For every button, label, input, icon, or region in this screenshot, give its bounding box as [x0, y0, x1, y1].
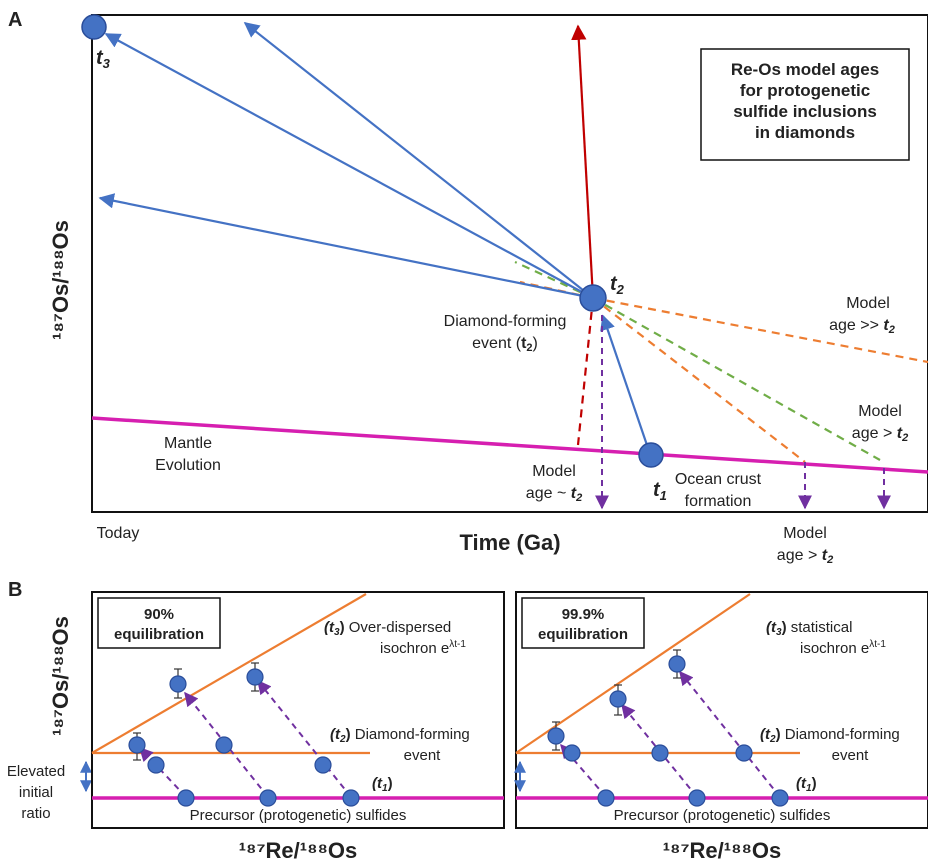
diamond-event-label-2: event (t2): [472, 335, 538, 354]
right-point-t1-2: [688, 789, 706, 807]
ocean-crust-label-2: formation: [685, 493, 752, 510]
title-box-line-3: sulfide inclusions: [733, 102, 877, 121]
label-t3: t3: [96, 47, 111, 71]
title-box-line-2: for protogenetic: [740, 81, 870, 100]
model-age-gt-bottom-1: Model: [783, 525, 827, 542]
model-age-gt-right-1: Model: [858, 403, 902, 420]
left-point-t1-3: [342, 789, 360, 807]
right-point-t3-3: [668, 655, 686, 673]
mantle-label-2: Evolution: [155, 457, 221, 474]
point-t2: [579, 284, 607, 312]
model-age-dashed-orange-1: [592, 296, 928, 364]
right-t3-label-2: isochron eλt-1: [800, 639, 886, 657]
evolution-arrow-red: [571, 24, 595, 299]
right-t1-label: (t1): [796, 775, 817, 794]
left-t2-label-2: event: [404, 747, 442, 764]
left-point-t2-2: [215, 736, 233, 754]
point-t1: [638, 442, 664, 468]
right-point-t3-1: [547, 727, 565, 745]
today-label: Today: [97, 525, 140, 542]
left-precursor-label: Precursor (protogenetic) sulfides: [190, 807, 407, 824]
left-box-line-1: 90%: [144, 606, 174, 623]
title-box-line-4: in diamonds: [755, 123, 855, 142]
panel-a-letter: A: [8, 9, 22, 31]
left-point-t1-2: [259, 789, 277, 807]
right-box-line-2: equilibration: [538, 626, 628, 643]
left-point-t3-1: [128, 736, 146, 754]
ocean-crust-label-1: Ocean crust: [675, 471, 762, 488]
left-x-axis-title: ¹⁸⁷Re/¹⁸⁸Os: [239, 838, 358, 863]
elevated-label-2: initial: [19, 784, 53, 801]
t1-to-t2-arrow: [600, 314, 652, 455]
point-t3: [81, 14, 107, 40]
left-error-bars: [133, 662, 259, 761]
right-point-t3-2: [609, 690, 627, 708]
left-arrow-3: [257, 679, 352, 798]
right-arrow-3: [679, 670, 781, 798]
panel-a-y-axis-title: ¹⁸⁷Os/¹⁸⁸Os: [48, 220, 73, 340]
panel-b-left: 90% equilibration (t3) Over-dispersed is…: [91, 591, 505, 829]
mantle-label-1: Mantle: [164, 435, 212, 452]
left-t3-label-1: (t3) Over-dispersed: [324, 619, 451, 638]
elevated-label-1: Elevated: [7, 763, 65, 780]
right-t2-label-2: event: [832, 747, 870, 764]
model-age-much-1: Model: [846, 295, 890, 312]
right-point-t2-2: [651, 744, 669, 762]
left-equilibration-box: [97, 597, 221, 649]
panel-b-right-frame: [515, 591, 928, 829]
model-age-approx-1: Model: [532, 463, 576, 480]
right-point-t2-3: [735, 744, 753, 762]
right-x-axis-title: ¹⁸⁷Re/¹⁸⁸Os: [663, 838, 782, 863]
model-age-gt-bottom-2: age > t2: [777, 547, 833, 566]
panel-b-y-axis-title: ¹⁸⁷Os/¹⁸⁸Os: [48, 616, 73, 736]
panel-a-x-axis-title: Time (Ga): [459, 530, 560, 555]
left-t3-isochron: [91, 593, 367, 754]
model-age-dashed-orange-2: [592, 297, 806, 463]
title-box: [700, 48, 910, 161]
right-t3-label-1: (t3) statistical: [766, 619, 852, 638]
right-t2-label-1: (t2) Diamond-forming: [760, 726, 900, 745]
evolution-arrow-3: [243, 22, 594, 299]
right-t3-isochron: [515, 593, 751, 754]
diamond-event-label-1: Diamond-forming: [444, 313, 567, 330]
model-age-dashed-red: [576, 297, 595, 446]
panel-b-left-frame: [91, 591, 505, 829]
left-t3-label-2: isochron eλt-1: [380, 639, 466, 657]
right-equilibration-box: [521, 597, 645, 649]
left-point-t2-3: [314, 756, 332, 774]
right-point-t2-1: [563, 744, 581, 762]
left-point-t2-1: [147, 756, 165, 774]
title-box-line-1: Re-Os model ages: [731, 60, 879, 79]
model-age-much-2: age >> t2: [829, 317, 895, 336]
left-arrow-1: [139, 746, 187, 798]
evolution-arrow-1: [98, 193, 594, 300]
evolution-arrow-2: [104, 33, 594, 299]
right-box-line-1: 99.9%: [562, 606, 605, 623]
panel-b-right: 99.9% equilibration (t3) statistical iso…: [514, 591, 928, 829]
panel-b-letter: B: [8, 579, 22, 601]
model-age-gt-right-2: age > t2: [852, 425, 908, 444]
right-precursor-label: Precursor (protogenetic) sulfides: [614, 807, 831, 824]
left-box-line-2: equilibration: [114, 626, 204, 643]
left-t1-label: (t1): [372, 775, 393, 794]
left-t2-label-1: (t2) Diamond-forming: [330, 726, 470, 745]
left-point-t1-1: [177, 789, 195, 807]
right-point-t1-3: [771, 789, 789, 807]
label-t2: t2: [610, 273, 625, 297]
mantle-evolution-line: [91, 416, 928, 474]
label-t1: t1: [653, 479, 667, 503]
elevated-label-3: ratio: [21, 805, 50, 822]
left-point-t3-3: [246, 668, 264, 686]
panel-a-frame: [91, 14, 928, 513]
left-point-t3-2: [169, 675, 187, 693]
right-point-t1-1: [597, 789, 615, 807]
model-age-approx-2: age ~ t2: [526, 485, 582, 504]
